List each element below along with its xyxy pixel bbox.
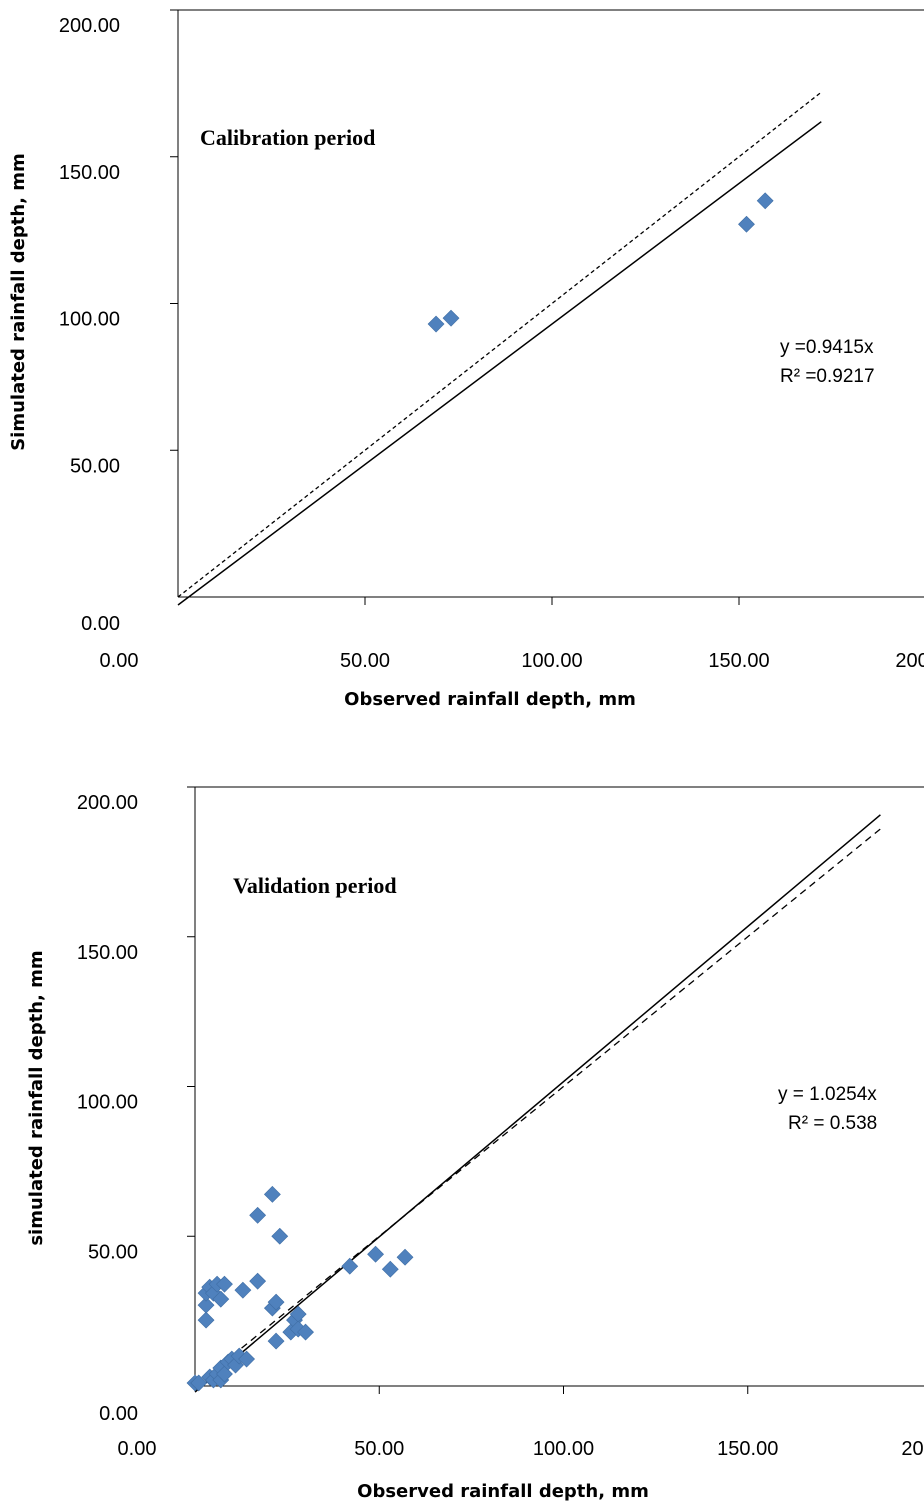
validation-x-tick-label: 150.00 [717,1438,778,1460]
validation-chart: 0.00 50.00 100.00 150.00 200.00 0.00 50.00 100.… [0,772,924,1503]
calibration-one-to-one-line [177,91,822,598]
calibration-regression-line [177,121,822,606]
calibration-x-tick-label: 0.00 [100,650,139,672]
calibration-y-tick-label: 50.00 [70,455,120,477]
calibration-y-axis-title: Simulated rainfall depth, mm [8,153,29,451]
validation-data-point [271,1227,289,1245]
validation-data-point [367,1245,384,1263]
validation-data-point [234,1281,252,1299]
calibration-x-tick-label: 100.00 [521,650,582,672]
validation-data-point [238,1350,256,1368]
validation-x-tick-label: 50.00 [354,1438,404,1460]
calibration-data-point [427,315,445,333]
calibration-scatter-plot: 0.00 50.00 100.00 150.00 200.00 0.00 50.00 100.… [8,9,924,710]
calibration-regression-equation: y =0.9415x [780,337,874,358]
validation-period-label: Validation period [233,873,397,898]
calibration-chart: 0.00 50.00 100.00 150.00 200.00 0.00 50.00 100.… [0,0,924,720]
validation-x-tick-label: 200.00 [901,1438,924,1460]
calibration-y-tick-label: 100.00 [59,309,120,331]
calibration-x-axis-title: Observed rainfall depth, mm [344,689,636,710]
validation-data-point [249,1206,267,1224]
validation-data-point [297,1323,314,1341]
validation-x-axis-title: Observed rainfall depth, mm [357,1481,649,1502]
validation-y-tick-label: 100.00 [77,1092,138,1114]
validation-y-axis-title: simulated rainfall depth, mm [26,950,47,1245]
calibration-y-tick-label: 0.00 [81,613,120,635]
calibration-x-tick-label: 200.00 [895,650,924,672]
validation-data-point [267,1293,285,1311]
validation-x-tick-label: 100.00 [533,1438,594,1460]
calibration-data-point [442,309,460,327]
validation-data-point [197,1296,215,1314]
validation-data-point [190,1374,208,1392]
validation-y-tick-label: 50.00 [88,1241,138,1263]
calibration-y-tick-label: 150.00 [59,162,120,184]
validation-data-point [381,1260,399,1278]
validation-y-tick-label: 150.00 [77,942,138,964]
validation-x-tick-label: 0.00 [118,1438,157,1460]
validation-r-squared: R² = 0.538 [788,1113,877,1134]
validation-y-tick-label: 0.00 [99,1403,138,1425]
validation-data-point [341,1257,359,1275]
calibration-y-tick-label: 200.00 [59,15,120,37]
calibration-x-tick-label: 150.00 [708,650,769,672]
validation-data-point [263,1185,281,1203]
validation-regression-line [194,814,881,1393]
calibration-x-tick-label: 50.00 [340,650,390,672]
validation-data-point [267,1332,285,1350]
validation-data-point [396,1248,414,1266]
calibration-r-squared: R² =0.9217 [780,366,875,387]
calibration-data-point [756,192,774,210]
validation-regression-equation: y = 1.0254x [778,1084,877,1105]
validation-one-to-one-line [194,828,881,1387]
validation-data-point [197,1311,215,1329]
validation-y-tick-label: 200.00 [77,792,138,814]
validation-data-point [212,1290,230,1308]
calibration-data-point [738,215,755,233]
validation-data-point [216,1275,233,1293]
validation-data-point [249,1272,267,1290]
validation-scatter-plot: 0.00 50.00 100.00 150.00 200.00 0.00 50.00 100.… [26,786,924,1502]
calibration-period-label: Calibration period [200,125,375,150]
